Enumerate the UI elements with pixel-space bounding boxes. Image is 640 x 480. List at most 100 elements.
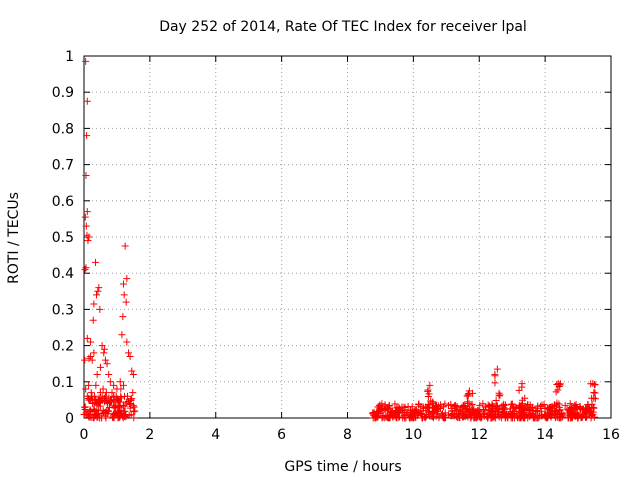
data-point xyxy=(488,408,496,416)
data-point xyxy=(129,371,137,379)
data-point xyxy=(93,399,101,407)
data-point xyxy=(100,394,108,402)
data-point xyxy=(92,258,100,266)
data-point xyxy=(589,380,597,388)
data-point xyxy=(552,410,560,418)
data-point xyxy=(92,381,100,389)
data-point xyxy=(126,352,134,360)
data-point xyxy=(398,406,406,414)
data-point xyxy=(419,414,427,422)
y-tick-label: 0.1 xyxy=(52,375,74,391)
data-point xyxy=(123,275,131,283)
data-point xyxy=(530,413,538,421)
data-point xyxy=(500,400,508,408)
data-point xyxy=(96,389,104,397)
data-point xyxy=(460,402,468,410)
data-point xyxy=(122,298,130,306)
data-point xyxy=(369,414,377,422)
data-point xyxy=(378,404,386,412)
data-point xyxy=(438,412,446,420)
data-point xyxy=(389,410,397,418)
data-point xyxy=(578,405,586,413)
data-point xyxy=(100,349,108,357)
data-point xyxy=(107,396,115,404)
data-point xyxy=(538,401,546,409)
data-point xyxy=(404,403,412,411)
data-point xyxy=(464,392,472,400)
data-point xyxy=(494,410,502,418)
data-point xyxy=(395,413,403,421)
data-point xyxy=(119,313,127,321)
data-point xyxy=(491,379,499,387)
data-point xyxy=(558,411,566,419)
data-point xyxy=(569,413,577,421)
data-point xyxy=(112,395,120,403)
data-point xyxy=(96,305,104,313)
data-point xyxy=(82,385,90,393)
data-point xyxy=(382,407,390,415)
data-point xyxy=(587,414,595,422)
data-point xyxy=(458,408,466,416)
data-point xyxy=(81,356,89,364)
data-point xyxy=(88,356,96,364)
grid xyxy=(84,56,611,418)
data-point xyxy=(100,345,108,353)
data-point xyxy=(537,411,545,419)
data-point xyxy=(409,413,417,421)
data-point xyxy=(507,405,515,413)
data-point xyxy=(83,132,91,140)
data-point xyxy=(404,410,412,418)
data-point xyxy=(376,410,384,418)
data-point xyxy=(82,264,90,272)
data-point xyxy=(102,389,110,397)
data-point xyxy=(408,412,416,420)
data-point xyxy=(495,411,503,419)
data-point xyxy=(86,406,94,414)
y-tick-label: 0.5 xyxy=(52,230,74,246)
data-point xyxy=(92,410,100,418)
data-point xyxy=(91,395,99,403)
data-point xyxy=(83,334,91,342)
data-point xyxy=(120,291,128,299)
data-point xyxy=(415,401,423,409)
data-point xyxy=(507,400,515,408)
data-point xyxy=(378,414,386,422)
data-point xyxy=(546,411,554,419)
data-point xyxy=(554,380,562,388)
data-point xyxy=(105,371,113,379)
ticks xyxy=(83,55,612,419)
data-point xyxy=(533,414,541,422)
data-point xyxy=(461,412,469,420)
data-point xyxy=(588,394,596,402)
data-point xyxy=(481,410,489,418)
data-point xyxy=(82,409,90,417)
data-point xyxy=(83,208,91,216)
data-point xyxy=(82,171,90,179)
y-tick-label: 0 xyxy=(65,411,74,427)
data-point xyxy=(491,370,499,378)
data-point xyxy=(94,287,102,295)
data-point xyxy=(556,381,564,389)
data-point xyxy=(564,414,572,422)
data-point xyxy=(95,406,103,414)
data-point xyxy=(424,403,432,411)
x-tick-label: 10 xyxy=(404,427,422,443)
data-point xyxy=(90,349,98,357)
x-tick-label: 4 xyxy=(211,427,220,443)
data-point xyxy=(465,387,473,395)
data-point xyxy=(587,403,595,411)
data-point xyxy=(391,400,399,408)
data-point xyxy=(463,407,471,415)
x-tick-label: 2 xyxy=(145,427,154,443)
data-point xyxy=(444,402,452,410)
data-point xyxy=(495,392,503,400)
data-point xyxy=(552,388,560,396)
data-point xyxy=(521,394,529,402)
data-point xyxy=(118,331,126,339)
data-point xyxy=(528,404,536,412)
data-point xyxy=(85,354,93,362)
data-point xyxy=(502,411,510,419)
data-point xyxy=(96,363,104,371)
data-point xyxy=(393,407,401,415)
data-point xyxy=(426,381,434,389)
